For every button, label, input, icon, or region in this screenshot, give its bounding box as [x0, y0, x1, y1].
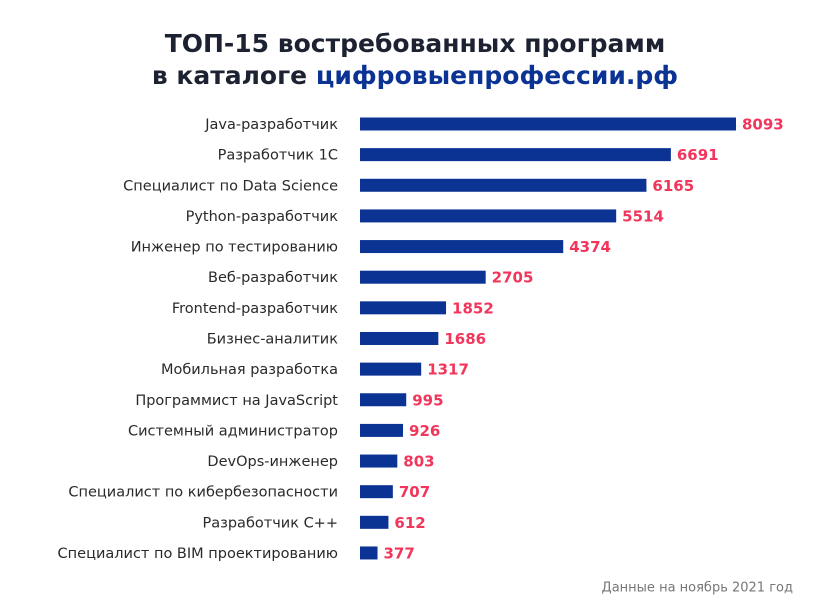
category-label: Веб-разработчик	[208, 270, 338, 286]
value-label: 995	[412, 391, 443, 409]
category-label: DevOps-инженер	[207, 454, 338, 470]
category-label: Бизнес-аналитик	[207, 331, 338, 347]
value-label: 707	[399, 483, 430, 501]
title-highlight: цифровыепрофессии.рф	[316, 61, 678, 90]
bar	[360, 270, 486, 284]
value-label: 1317	[427, 361, 469, 379]
value-label: 803	[403, 453, 434, 471]
category-label: Инженер по тестированию	[131, 240, 338, 256]
chart-title-line2: в каталоге цифровыепрофессии.рф	[152, 61, 678, 90]
category-label: Python-разработчик	[186, 209, 339, 225]
value-label: 6165	[652, 177, 694, 195]
title-prefix: в каталоге	[152, 61, 307, 90]
bar	[360, 209, 617, 223]
category-label: Специалист по кибербезопасности	[68, 485, 338, 501]
value-label: 5514	[622, 207, 664, 225]
category-label: Специалист по Data Science	[123, 178, 338, 194]
bar	[360, 423, 404, 437]
bar	[360, 117, 736, 131]
category-label: Системный администратор	[128, 423, 338, 439]
footnote: Данные на ноябрь 2021 год	[602, 581, 793, 596]
category-label: Специалист по BIM проектированию	[58, 546, 338, 562]
category-label: Разработчик С++	[203, 515, 338, 531]
category-label: Frontend-разработчик	[172, 301, 338, 317]
chart-title: ТОП-15 востребованных программ	[165, 29, 666, 58]
value-label: 1686	[444, 330, 486, 348]
bar	[360, 301, 447, 315]
bar	[360, 485, 393, 499]
category-label: Мобильная разработка	[161, 362, 338, 378]
value-label: 4374	[569, 238, 611, 256]
value-label: 8093	[742, 116, 784, 134]
value-label: 926	[409, 422, 440, 440]
value-label: 6691	[677, 146, 719, 164]
bar	[360, 393, 407, 407]
bar	[360, 240, 564, 254]
category-label: Java-разработчик	[204, 117, 338, 133]
bar	[360, 362, 422, 376]
bar	[360, 178, 647, 192]
value-label: 377	[384, 544, 415, 562]
value-label: 1852	[452, 299, 494, 317]
bar	[360, 148, 671, 162]
bar	[360, 331, 439, 345]
value-label: 612	[394, 514, 425, 532]
bar	[360, 515, 389, 529]
bar	[360, 546, 378, 560]
category-label: Программист на JavaScript	[135, 393, 338, 409]
value-label: 2705	[492, 269, 534, 287]
bar	[360, 454, 398, 468]
category-label: Разработчик 1С	[218, 148, 338, 164]
